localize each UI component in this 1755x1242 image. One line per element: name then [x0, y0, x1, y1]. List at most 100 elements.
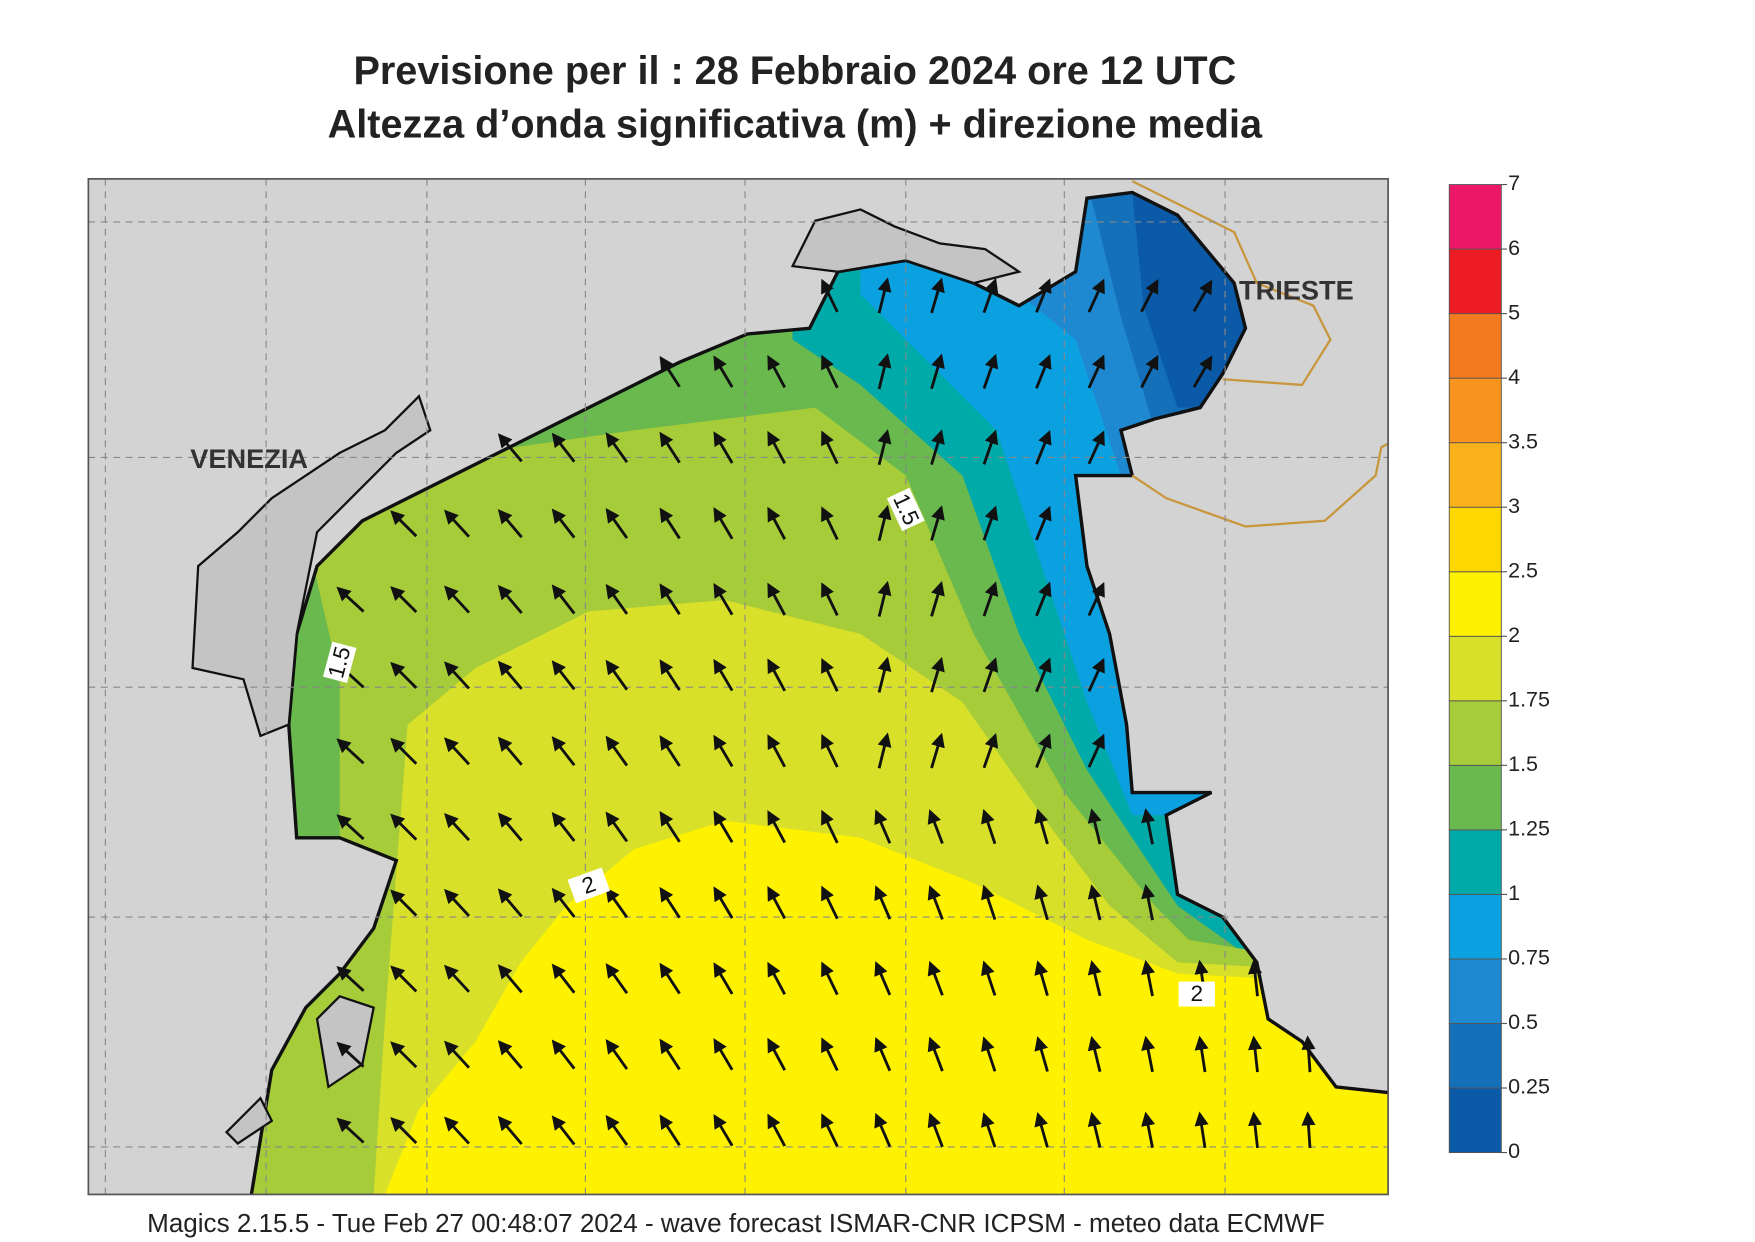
arrow — [713, 1038, 734, 1071]
colorbar-segment — [1448, 506, 1502, 573]
colorbar-label: 0 — [1508, 1139, 1520, 1163]
arrow — [659, 962, 681, 995]
arrow — [982, 353, 999, 389]
arrow — [981, 1036, 997, 1072]
arrow — [981, 808, 997, 845]
arrow — [1192, 355, 1213, 388]
arrow — [981, 1112, 997, 1148]
colorbar-label: 1.25 — [1508, 817, 1550, 841]
arrow — [605, 887, 629, 919]
arrow — [767, 582, 786, 616]
arrow — [659, 583, 681, 616]
contour-label-text: 2 — [1190, 981, 1203, 1006]
arrow — [767, 1037, 786, 1071]
arrow — [1087, 430, 1105, 465]
arrow — [1034, 960, 1049, 997]
arrow — [1035, 657, 1052, 693]
arrow — [877, 277, 892, 314]
arrow — [874, 1112, 892, 1148]
colorbar-segment — [1448, 1087, 1502, 1154]
arrow — [877, 580, 892, 617]
colorbar-segment — [1448, 1023, 1502, 1089]
arrow — [877, 732, 892, 769]
arrow — [713, 1113, 734, 1147]
arrow — [444, 585, 471, 614]
arrow — [821, 278, 839, 313]
arrow — [713, 582, 734, 616]
city-label: TRIESTE — [1239, 274, 1354, 305]
arrow — [659, 1114, 681, 1147]
arrow — [713, 658, 734, 692]
colorbar-label: 1 — [1508, 881, 1520, 905]
arrow — [713, 355, 734, 388]
colorbar-segment — [1448, 571, 1502, 637]
arrow — [1194, 1111, 1209, 1149]
arrow — [497, 660, 523, 690]
arrow — [982, 429, 999, 465]
arrow — [1087, 960, 1102, 997]
arrow — [1140, 354, 1159, 389]
arrow — [551, 432, 576, 463]
arrow — [605, 1039, 629, 1070]
arrow — [767, 1113, 786, 1147]
arrow — [982, 505, 999, 541]
arrow — [1247, 1035, 1263, 1073]
arrow — [930, 581, 945, 617]
arrow — [444, 509, 471, 538]
arrow — [1087, 1035, 1102, 1073]
arrow — [821, 809, 839, 844]
arrow — [1192, 279, 1213, 313]
arrow — [982, 657, 999, 693]
arrow — [821, 658, 839, 692]
arrow — [930, 656, 945, 693]
arrow — [390, 661, 418, 689]
arrow — [1087, 884, 1102, 921]
arrow — [874, 809, 892, 844]
arrow — [497, 433, 523, 463]
colorbar: 0 0.25 0.5 0.75 1 1.25 1.5 1.75 2 2.5 3 3.5 4 5 6 7 — [1448, 171, 1550, 1163]
arrow — [659, 735, 681, 767]
arrow — [551, 1115, 576, 1146]
arrow — [336, 1117, 365, 1144]
colorbar-segment — [1448, 829, 1502, 895]
arrow — [981, 960, 997, 996]
arrow — [877, 656, 892, 693]
arrow — [1087, 733, 1105, 768]
arrow — [1087, 808, 1102, 845]
arrow — [1087, 354, 1105, 389]
map: VENEZIA TRIESTE 1.51.522 — [88, 178, 1389, 1195]
arrow — [1087, 582, 1105, 617]
arrow — [821, 582, 839, 616]
arrow — [497, 812, 523, 842]
arrow — [551, 508, 576, 539]
colorbar-label: 2 — [1508, 623, 1520, 647]
arrow — [1247, 959, 1263, 997]
arrow — [1035, 278, 1052, 313]
arrow — [659, 1038, 681, 1071]
arrow — [821, 733, 839, 768]
arrow — [1087, 278, 1105, 313]
arrow — [821, 885, 839, 920]
arrow — [767, 810, 786, 844]
arrow — [874, 885, 892, 920]
arrow — [1301, 1111, 1316, 1149]
colorbar-label: 3 — [1508, 494, 1520, 518]
colorbar-label: 5 — [1508, 300, 1520, 324]
arrow — [605, 735, 629, 767]
arrow — [497, 964, 523, 994]
title: Previsione per il : 28 Febbraio 2024 ore… — [353, 49, 1236, 93]
arrow — [1034, 808, 1049, 845]
arrow — [444, 813, 471, 842]
arrow — [336, 586, 365, 613]
arrow — [930, 505, 945, 541]
wave-direction-arrows — [336, 277, 1316, 1149]
arrow — [1247, 1111, 1263, 1149]
arrow — [821, 1113, 839, 1147]
colorbar-label: 2.5 — [1508, 558, 1538, 582]
arrow — [767, 355, 786, 389]
footer: Magics 2.15.5 - Tue Feb 27 00:48:07 2024… — [147, 1208, 1325, 1238]
arrow — [927, 884, 944, 920]
graticule — [88, 178, 1389, 1195]
arrow — [551, 660, 576, 691]
